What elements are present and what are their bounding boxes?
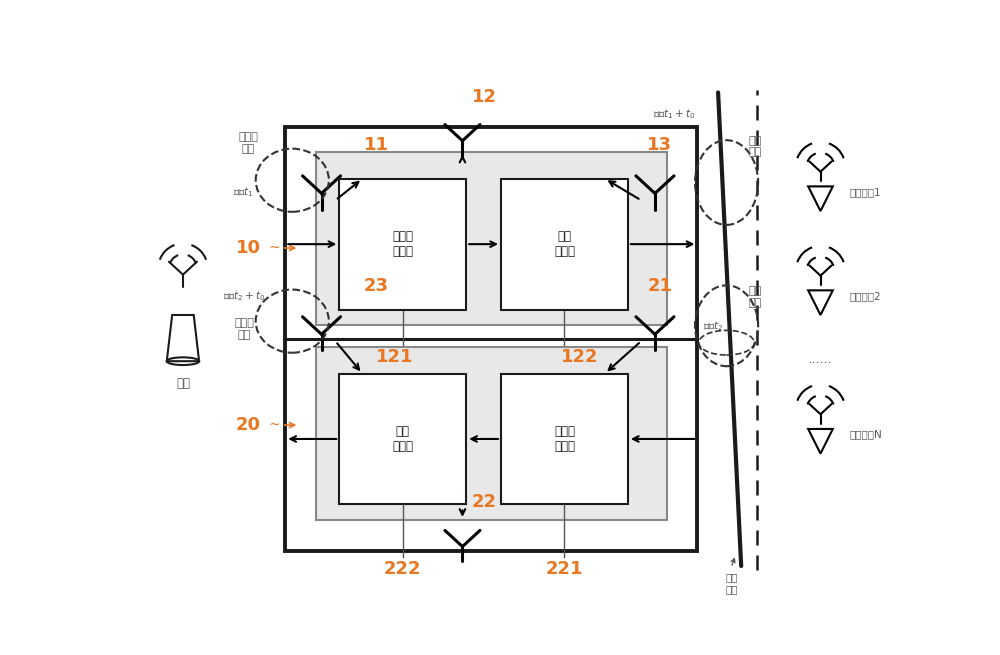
Text: 12: 12: [472, 88, 497, 105]
Text: 时刻$t_2$: 时刻$t_2$: [703, 319, 724, 333]
Text: 221: 221: [546, 560, 583, 578]
Text: 高定向
发射: 高定向 发射: [235, 318, 254, 340]
Text: 选频
滤波器: 选频 滤波器: [392, 425, 413, 453]
Text: 10: 10: [236, 239, 261, 257]
Text: ~: ~: [268, 241, 280, 255]
Text: 高定向
接收: 高定向 接收: [238, 132, 258, 154]
Text: 无线终端2: 无线终端2: [850, 291, 881, 301]
Text: 22: 22: [472, 493, 497, 512]
Bar: [316, 346, 667, 520]
Text: 全向
接收: 全向 接收: [748, 286, 762, 308]
Text: 222: 222: [384, 560, 422, 578]
Text: 23: 23: [364, 277, 389, 295]
Bar: [501, 179, 628, 310]
Text: 122: 122: [561, 348, 599, 366]
Text: 20: 20: [236, 416, 261, 434]
Bar: [285, 127, 697, 551]
Bar: [501, 373, 628, 504]
Text: 时刻$t_2+t_0$: 时刻$t_2+t_0$: [223, 289, 266, 303]
Text: 13: 13: [647, 136, 672, 154]
Text: 时刻$t_1+t_0$: 时刻$t_1+t_0$: [653, 107, 695, 121]
Bar: [339, 179, 466, 310]
Text: 21: 21: [647, 277, 672, 295]
Text: 低噪声
放大器: 低噪声 放大器: [392, 230, 413, 258]
Bar: [316, 152, 667, 325]
Bar: [339, 373, 466, 504]
Text: 时刻$t_1$: 时刻$t_1$: [233, 185, 253, 200]
Text: 无线终端N: 无线终端N: [850, 429, 883, 440]
Text: ~: ~: [268, 418, 280, 432]
Text: 全向
发射: 全向 发射: [748, 136, 762, 157]
Text: 121: 121: [376, 348, 414, 366]
Text: 11: 11: [364, 136, 389, 154]
Text: 低噪声
放大器: 低噪声 放大器: [554, 425, 575, 453]
Text: 无线终端1: 无线终端1: [850, 187, 881, 196]
Text: 基站: 基站: [176, 377, 190, 390]
Text: 选频
滤波器: 选频 滤波器: [554, 230, 575, 258]
Text: 墙或
玻璃: 墙或 玻璃: [726, 572, 738, 594]
Text: ......: ......: [809, 353, 833, 366]
